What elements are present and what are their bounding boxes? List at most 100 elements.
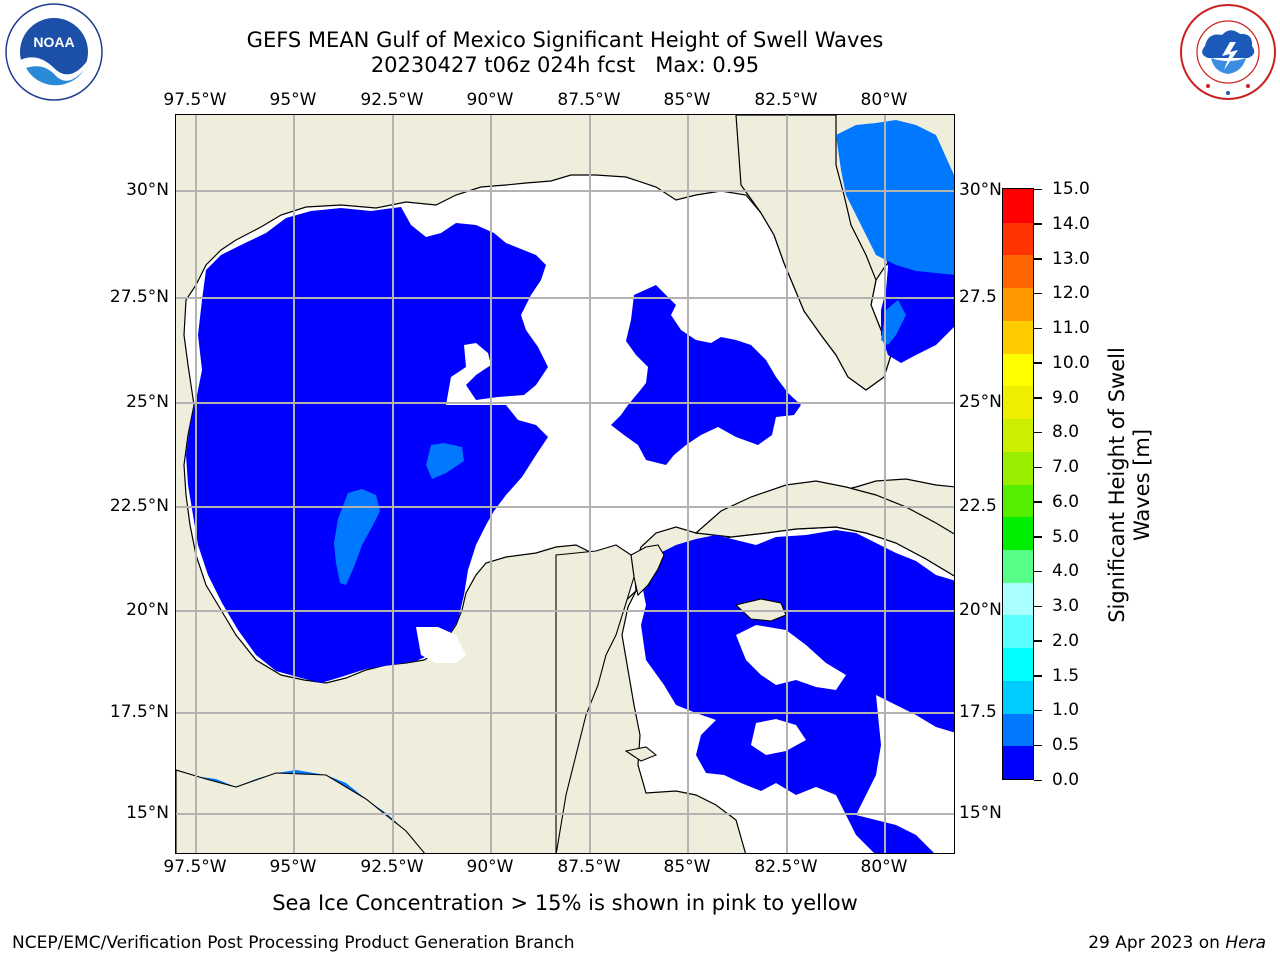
colorbar-segment	[1003, 582, 1033, 616]
top-lon-tick: 87.5°W	[557, 90, 621, 110]
colorbar-tick-mark	[1034, 223, 1042, 225]
colorbar-tick-mark	[1034, 188, 1042, 190]
colorbar-segment	[1003, 451, 1033, 485]
colorbar-segment	[1003, 647, 1033, 681]
colorbar-segment	[1003, 549, 1033, 583]
colorbar-tick-mark	[1034, 466, 1042, 469]
left-lat-tick: 27.5°N	[109, 287, 169, 307]
right-lat-tick: 15°N	[959, 803, 1002, 823]
colorbar-tick-mark	[1034, 709, 1042, 712]
colorbar-segment	[1003, 189, 1033, 223]
colorbar-tick-mark	[1034, 640, 1042, 642]
colorbar-segment	[1003, 680, 1033, 714]
bottom-lon-tick: 82.5°W	[754, 857, 818, 877]
top-lon-tick: 85°W	[663, 90, 711, 110]
credit-machine: Hera	[1225, 933, 1266, 953]
right-lat-tick: 30°N	[959, 180, 1002, 200]
noaa-logo: NOAA	[4, 2, 104, 106]
colorbar-title-line1: Significant Height of Swell	[1105, 347, 1129, 623]
colorbar-tick-mark	[1034, 501, 1042, 503]
colorbar-tick-label: 7.0	[1052, 457, 1080, 478]
colorbar-tick-label: 9.0	[1052, 387, 1080, 408]
colorbar-tick-mark	[1034, 536, 1042, 538]
left-lat-tick: 22.5°N	[109, 496, 169, 516]
bottom-lon-tick: 80°W	[860, 857, 908, 877]
noaa-logo-text: NOAA	[33, 34, 74, 50]
colorbar-segment	[1003, 418, 1033, 452]
bottom-lon-tick: 87.5°W	[557, 857, 621, 877]
colorbar-tick-label: 8.0	[1052, 422, 1080, 443]
colorbar-segment	[1003, 385, 1033, 420]
bottom-lon-tick: 95°W	[269, 857, 317, 877]
colorbar-title-line2: Waves [m]	[1130, 428, 1154, 542]
colorbar-tick-mark	[1034, 258, 1042, 260]
left-lat-tick: 17.5°N	[109, 702, 169, 722]
colorbar-tick-label: 11.0	[1052, 318, 1090, 339]
colorbar-segment	[1003, 353, 1033, 387]
colorbar-segment	[1003, 287, 1033, 321]
colorbar-tick-label: 10.0	[1052, 352, 1090, 373]
colorbar-tick-label: 6.0	[1052, 491, 1080, 512]
colorbar-tick-mark	[1034, 397, 1042, 399]
chart-title: GEFS MEAN Gulf of Mexico Significant Hei…	[246, 28, 884, 52]
bottom-lon-tick: 92.5°W	[360, 857, 424, 877]
colorbar-tick-mark	[1034, 779, 1042, 781]
colorbar-segment	[1003, 712, 1033, 747]
colorbar-tick-mark	[1034, 327, 1042, 330]
colorbar-tick-label: 2.0	[1052, 630, 1080, 651]
colorbar-tick-mark	[1034, 362, 1042, 364]
colorbar-segment	[1003, 483, 1033, 518]
gulf-of-mexico-map	[176, 115, 954, 853]
right-lat-tick: 27.5	[959, 287, 997, 307]
top-lon-tick: 95°W	[269, 90, 317, 110]
top-lon-tick: 97.5°W	[163, 90, 227, 110]
colorbar-segment	[1003, 222, 1033, 256]
colorbar-tick-label: 5.0	[1052, 526, 1080, 547]
top-lon-tick: 82.5°W	[754, 90, 818, 110]
colorbar-segment	[1003, 745, 1033, 779]
colorbar-tick-mark	[1034, 570, 1042, 573]
colorbar-segment	[1003, 614, 1033, 649]
credit-date: 29 Apr 2023 on Hera	[1088, 933, 1266, 953]
left-lat-tick: 30°N	[126, 180, 169, 200]
bottom-lon-tick: 85°W	[663, 857, 711, 877]
bottom-lon-tick: 97.5°W	[163, 857, 227, 877]
colorbar-tick-label: 14.0	[1052, 213, 1090, 234]
colorbar-segment	[1003, 516, 1033, 550]
colorbar-tick-label: 4.0	[1052, 561, 1080, 582]
colorbar-tick-label: 12.0	[1052, 283, 1090, 304]
colorbar-tick-mark	[1034, 292, 1042, 295]
chart-subtitle: 20230427 t06z 024h fcst Max: 0.95	[370, 53, 760, 77]
colorbar-tick-mark	[1034, 675, 1042, 677]
colorbar-tick-label: 3.0	[1052, 596, 1080, 617]
colorbar-tick-label: 15.0	[1052, 179, 1090, 199]
credit-branch: NCEP/EMC/Verification Post Processing Pr…	[12, 933, 575, 953]
colorbar-tick-label: 13.0	[1052, 248, 1090, 269]
left-lat-tick: 15°N	[126, 803, 169, 823]
colorbar-tick-label: 0.5	[1052, 735, 1080, 756]
top-lon-tick: 92.5°W	[360, 90, 424, 110]
nws-logo	[1178, 2, 1278, 106]
graticule	[176, 115, 954, 853]
colorbar-segment	[1003, 320, 1033, 354]
right-lat-tick: 22.5	[959, 496, 997, 516]
credit-date-text: 29 Apr 2023 on	[1088, 933, 1220, 953]
colorbar-tick-mark	[1034, 744, 1042, 747]
top-lon-tick: 80°W	[860, 90, 908, 110]
sea-ice-footnote: Sea Ice Concentration > 15% is shown in …	[272, 891, 858, 915]
left-lat-tick: 20°N	[126, 600, 169, 620]
colorbar-tick-mark	[1034, 605, 1042, 608]
colorbar-tick-label: 1.0	[1052, 700, 1080, 721]
right-lat-tick: 25°N	[959, 392, 1002, 412]
left-lat-tick: 25°N	[126, 392, 169, 412]
colorbar-tick-label: 0.0	[1052, 770, 1080, 790]
colorbar-tick-label: 1.5	[1052, 665, 1080, 686]
top-lon-tick: 90°W	[466, 90, 514, 110]
colorbar-segment	[1003, 254, 1033, 289]
colorbar	[1002, 188, 1034, 780]
bottom-lon-tick: 90°W	[466, 857, 514, 877]
right-lat-tick: 20°N	[959, 600, 1002, 620]
map-panel	[175, 114, 955, 854]
right-lat-tick: 17.5	[959, 702, 997, 722]
colorbar-tick-mark	[1034, 431, 1042, 434]
